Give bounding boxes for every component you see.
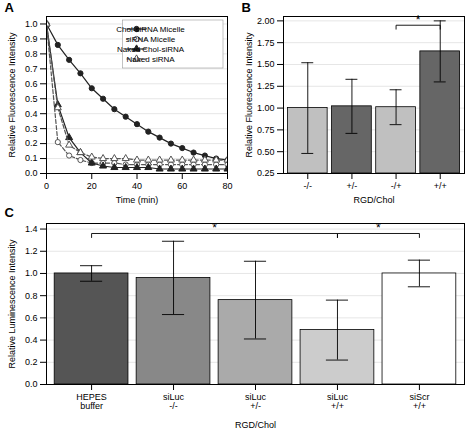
svg-text:Naked siRNA: Naked siRNA bbox=[127, 55, 176, 64]
svg-text:1.2: 1.2 bbox=[25, 246, 38, 256]
svg-text:*: * bbox=[416, 13, 421, 27]
svg-text:siLuc+/+: siLuc+/+ bbox=[327, 392, 349, 411]
svg-text:80: 80 bbox=[222, 181, 232, 191]
svg-text:1.0: 1.0 bbox=[25, 268, 38, 278]
svg-text:0: 0 bbox=[44, 181, 49, 191]
svg-text:0.1: 0.1 bbox=[25, 153, 38, 163]
svg-text:Naked Chol-siRNA: Naked Chol-siRNA bbox=[117, 45, 185, 54]
svg-text:0.50: 0.50 bbox=[257, 147, 275, 157]
svg-text:C: C bbox=[5, 205, 15, 220]
svg-text:siScr+/+: siScr+/+ bbox=[409, 392, 429, 411]
svg-text:B: B bbox=[242, 0, 251, 15]
svg-text:1.00: 1.00 bbox=[257, 103, 275, 113]
svg-text:+/+: +/+ bbox=[434, 181, 447, 191]
svg-text:Relative Luminescence Intensit: Relative Luminescence Intensity bbox=[7, 239, 17, 369]
svg-text:60: 60 bbox=[177, 181, 187, 191]
svg-text:siLuc+/-: siLuc+/- bbox=[245, 392, 267, 411]
svg-text:0.3: 0.3 bbox=[25, 124, 38, 134]
svg-text:RGD/Chol: RGD/Chol bbox=[235, 420, 276, 430]
svg-text:40: 40 bbox=[132, 181, 142, 191]
svg-text:0.0: 0.0 bbox=[25, 379, 38, 389]
svg-text:0.8: 0.8 bbox=[25, 291, 38, 301]
svg-text:-/+: -/+ bbox=[391, 181, 402, 191]
svg-text:Relative Fluorescence Intensit: Relative Fluorescence Intensity bbox=[7, 32, 17, 158]
svg-text:0.2: 0.2 bbox=[25, 357, 38, 367]
svg-text:0.6: 0.6 bbox=[25, 79, 38, 89]
svg-text:siLuc-/-: siLuc-/- bbox=[163, 392, 185, 411]
svg-text:1.25: 1.25 bbox=[257, 81, 275, 91]
svg-text:Chol-siRNA Micelle: Chol-siRNA Micelle bbox=[116, 25, 185, 34]
svg-text:1.75: 1.75 bbox=[257, 38, 275, 48]
svg-text:0.75: 0.75 bbox=[257, 125, 275, 135]
svg-text:2.00: 2.00 bbox=[257, 16, 275, 26]
svg-text:0.2: 0.2 bbox=[25, 138, 38, 148]
svg-text:0.5: 0.5 bbox=[25, 94, 38, 104]
svg-text:1.50: 1.50 bbox=[257, 59, 275, 69]
svg-text:1.0: 1.0 bbox=[25, 19, 38, 29]
svg-text:siRNA Micelle: siRNA Micelle bbox=[126, 35, 176, 44]
svg-text:Relative Fluorescence Intensit: Relative Fluorescence Intensity bbox=[244, 32, 254, 158]
svg-text:Time (min): Time (min) bbox=[116, 195, 159, 205]
svg-text:0.9: 0.9 bbox=[25, 34, 38, 44]
svg-text:+/-: +/- bbox=[347, 181, 358, 191]
svg-text:-/-: -/- bbox=[304, 181, 313, 191]
svg-text:A: A bbox=[5, 0, 15, 15]
svg-text:0.0: 0.0 bbox=[25, 168, 38, 178]
svg-text:0.7: 0.7 bbox=[25, 64, 38, 74]
svg-text:RGD/Chol: RGD/Chol bbox=[353, 195, 394, 205]
svg-text:20: 20 bbox=[87, 181, 97, 191]
svg-text:0.8: 0.8 bbox=[25, 49, 38, 59]
svg-text:0.6: 0.6 bbox=[25, 313, 38, 323]
svg-text:HEPESbuffer: HEPESbuffer bbox=[76, 392, 107, 411]
svg-text:0.25: 0.25 bbox=[257, 168, 275, 178]
svg-text:0.4: 0.4 bbox=[25, 109, 38, 119]
svg-text:1.4: 1.4 bbox=[25, 224, 38, 234]
svg-text:0.4: 0.4 bbox=[25, 335, 38, 345]
